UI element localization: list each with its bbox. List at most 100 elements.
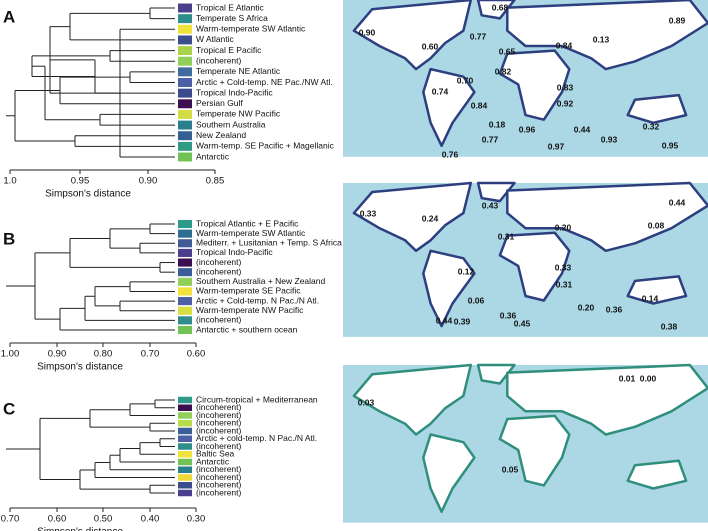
- map-value: 0.31: [556, 279, 573, 289]
- map-value: 0.65: [499, 46, 516, 56]
- leaf-label: (incoherent): [196, 441, 242, 451]
- leaf-label: Temperate NW Pacific: [196, 109, 281, 119]
- axis-title: Simpson's distance: [37, 527, 123, 531]
- leaf-swatch: [178, 458, 192, 466]
- leaf-label: Southern Australia: [196, 119, 266, 129]
- map-value: 0.44: [574, 124, 591, 134]
- leaf-swatch: [178, 248, 192, 257]
- continent: [476, 181, 516, 203]
- leaf-swatch: [178, 435, 192, 443]
- panel-letter: B: [3, 229, 15, 248]
- tick-label: 0.50: [94, 514, 113, 525]
- leaf-label: W Atlantic: [196, 34, 235, 44]
- map-value: 0.96: [519, 124, 536, 134]
- leaf-swatch: [178, 141, 192, 151]
- leaf-swatch: [178, 239, 192, 248]
- continent: [498, 231, 571, 302]
- tick-label: 0.80: [94, 349, 113, 360]
- axis-title: Simpson's distance: [37, 362, 123, 373]
- leaf-label: (incoherent): [196, 55, 242, 65]
- leaf-swatch: [178, 443, 192, 450]
- leaf-swatch: [178, 466, 192, 474]
- leaf-swatch: [178, 14, 192, 24]
- leaf-swatch: [178, 35, 192, 45]
- leaf-swatch: [178, 306, 192, 315]
- continent: [498, 49, 571, 121]
- map-value: 0.84: [556, 40, 573, 50]
- leaf-swatch: [178, 109, 192, 119]
- map-value: 0.89: [669, 15, 686, 25]
- antarctica: [343, 156, 708, 165]
- panel-letter: C: [3, 399, 15, 418]
- continent: [506, 0, 708, 71]
- tick-label: 0.40: [141, 514, 160, 525]
- tick-label: 0.30: [187, 514, 206, 525]
- map-value: 0.01: [619, 373, 636, 383]
- leaf-label: (incoherent): [196, 464, 242, 474]
- leaf-label: Tropical Atlantic + E Pacific: [196, 218, 299, 228]
- leaf-label: Persian Gulf: [196, 98, 243, 108]
- map-value: 0.05: [502, 464, 519, 474]
- map-value: 0.70: [457, 75, 474, 85]
- leaf-label: New Zealand: [196, 130, 246, 140]
- leaf-swatch: [178, 152, 192, 162]
- leaf-label: Temperate S Africa: [196, 13, 268, 23]
- leaf-label: Warm-temp. SE Pacific + Magellanic: [196, 141, 335, 151]
- map-value: 0.06: [468, 295, 485, 305]
- continent: [506, 181, 708, 253]
- map-value: 0.33: [555, 262, 572, 272]
- tick-label: 0.60: [48, 514, 67, 525]
- leaf-label: Antarctic: [196, 456, 230, 466]
- continent: [422, 67, 476, 148]
- map-value: 0.44: [436, 315, 453, 325]
- map-value: 0.77: [470, 31, 487, 41]
- leaf-swatch: [178, 474, 192, 481]
- leaf-label: Warm-temperate NW Pacific: [196, 305, 304, 315]
- leaf-label: Tropical E Pacific: [196, 45, 262, 55]
- map-value: 0.08: [648, 220, 665, 230]
- leaf-swatch: [178, 481, 192, 489]
- leaf-swatch: [178, 316, 192, 325]
- continent: [422, 249, 476, 328]
- antarctica: [343, 336, 708, 345]
- map-value: 0.13: [593, 34, 610, 44]
- leaf-label: Tropical E Atlantic: [196, 2, 264, 12]
- leaf-label: (incoherent): [196, 487, 242, 497]
- leaf-swatch: [178, 88, 192, 98]
- leaf-label: Baltic Sea: [196, 449, 235, 459]
- tick-label: 0.90: [139, 176, 158, 187]
- leaf-swatch: [178, 427, 192, 435]
- leaf-label: Tropical Indo-Pacific: [196, 247, 273, 257]
- leaf-label: Warm-temperate SW Atlantic: [196, 228, 306, 238]
- leaf-swatch: [178, 396, 192, 404]
- leaf-label: Arctic + Cold-temp. N Pac./N Atl.: [196, 295, 319, 305]
- continent: [626, 459, 688, 490]
- leaf-label: Warm-temperate SE Pacific: [196, 286, 301, 296]
- continent: [352, 363, 473, 436]
- leaf-swatch: [178, 3, 192, 13]
- map-value: 0.77: [482, 134, 499, 144]
- leaf-label: (incoherent): [196, 480, 242, 490]
- map-value: 0.74: [432, 86, 449, 96]
- leaf-swatch: [178, 258, 192, 267]
- map-value: 0.92: [557, 98, 574, 108]
- leaf-label: Antarctic + southern ocean: [196, 324, 298, 334]
- map-value: 0.18: [489, 119, 506, 129]
- map-value: 0.12: [458, 266, 475, 276]
- panel-letter: A: [3, 7, 15, 26]
- leaf-label: (incoherent): [196, 315, 242, 325]
- map-value: 0.60: [422, 41, 439, 51]
- leaf-swatch: [178, 297, 192, 306]
- leaf-label: Circum-tropical + Mediterranean: [196, 394, 318, 404]
- map-value: 0.38: [661, 321, 678, 331]
- map-value: 0.90: [359, 27, 376, 37]
- map-value: 0.93: [601, 134, 618, 144]
- leaf-label: Mediterr. + Lusitanian + Temp. S Africa: [196, 238, 342, 248]
- leaf-swatch: [178, 450, 192, 458]
- map-value: 0.20: [555, 222, 572, 232]
- continent: [476, 0, 516, 20]
- map-value: 0.76: [442, 149, 459, 159]
- map-value: 0.32: [643, 121, 660, 131]
- continent: [498, 414, 571, 487]
